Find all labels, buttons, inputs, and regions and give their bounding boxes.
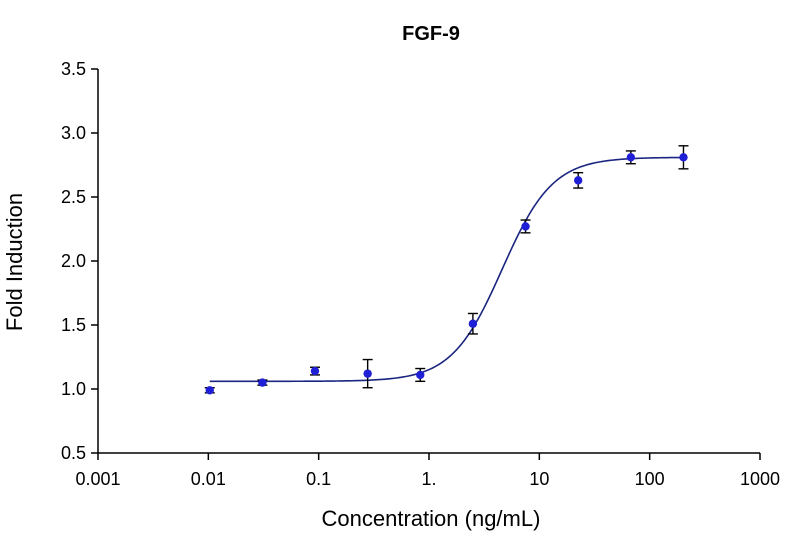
data-point <box>310 366 320 376</box>
data-point <box>258 378 267 387</box>
y-tick-label: 0.5 <box>61 443 86 463</box>
data-point <box>626 153 636 162</box>
fit-curve-group <box>209 156 684 383</box>
fit-curve <box>209 156 684 383</box>
y-tick-label: 2.0 <box>61 251 86 271</box>
x-tick-label: 0.001 <box>75 469 120 489</box>
data-point <box>363 369 372 378</box>
x-tick-label: 1000 <box>740 469 780 489</box>
data-points-group <box>205 153 688 395</box>
x-tick-label: 100 <box>635 469 665 489</box>
y-tick-label: 1.5 <box>61 315 86 335</box>
x-tick-label: 0.01 <box>191 469 226 489</box>
data-point <box>573 176 583 185</box>
axes: 0.001 0.01 0.1 1. 10 100 1000 0.5 1.0 1.5 2.0 2.5 3.… <box>61 59 780 489</box>
y-tick-label: 3.5 <box>61 59 86 79</box>
data-point <box>416 370 425 380</box>
data-point <box>679 153 688 162</box>
error-bars-group <box>204 145 689 394</box>
data-point <box>521 222 530 231</box>
y-axis-label: Fold Induction <box>2 193 27 331</box>
y-tick-label: 3.0 <box>61 123 86 143</box>
x-tick-label: 10 <box>529 469 549 489</box>
x-axis-label: Concentration (ng/mL) <box>322 506 541 531</box>
y-tick-label: 2.5 <box>61 187 86 207</box>
x-tick-label: 0.1 <box>306 469 331 489</box>
data-point <box>468 319 478 328</box>
chart-title: FGF-9 <box>402 23 460 45</box>
y-tick-label: 1.0 <box>61 379 86 399</box>
x-tick-label: 1. <box>421 469 436 489</box>
data-point <box>205 386 214 395</box>
